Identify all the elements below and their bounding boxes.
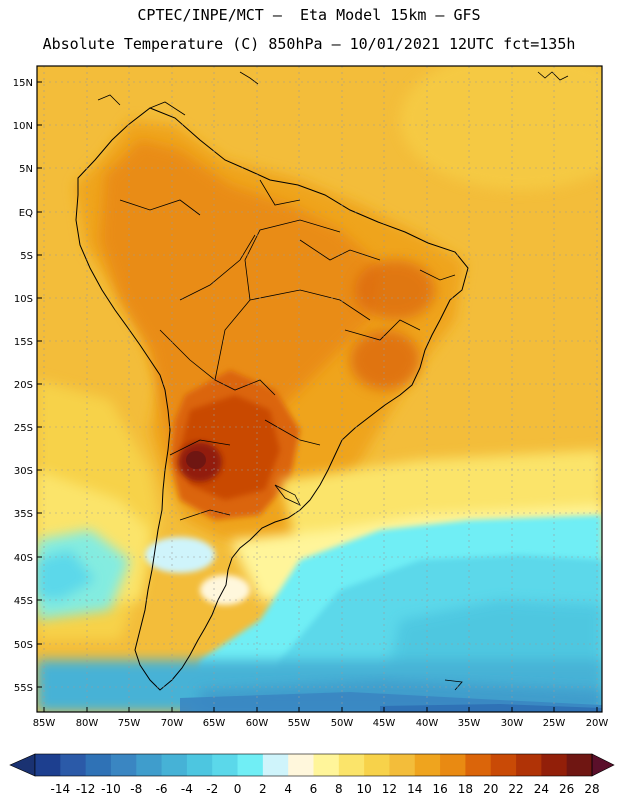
colorbar-label: 8 — [335, 782, 343, 796]
lon-label: 80W — [76, 718, 99, 729]
lon-label: 30W — [501, 718, 524, 729]
colorbar-label: -10 — [101, 782, 121, 796]
latitude-labels: 15N 10N 5N EQ 5S 10S 15S 20S 25S 30S 35S… — [13, 78, 33, 694]
colorbar-under-triangle — [9, 753, 36, 777]
lon-label: 40W — [416, 718, 439, 729]
colorbar-outline — [34, 753, 593, 777]
lon-label: 75W — [118, 718, 141, 729]
colorbar-swatch — [490, 754, 517, 776]
colorbar-swatch — [364, 754, 390, 776]
colorbar-swatch — [161, 754, 188, 776]
lat-label: EQ — [19, 208, 33, 219]
lon-label: 85W — [33, 718, 56, 729]
lon-label: 20W — [586, 718, 609, 729]
colorbar-swatch — [237, 754, 264, 776]
gridlines — [37, 66, 602, 712]
colorbar-swatch — [60, 754, 87, 776]
colorbar-label: 28 — [584, 782, 599, 796]
lat-label: 10S — [14, 294, 33, 305]
coastline — [75, 71, 569, 691]
map-frame — [36, 65, 603, 713]
lon-label: 50W — [331, 718, 354, 729]
lon-label: 55W — [288, 718, 311, 729]
colorbar-label: 12 — [382, 782, 397, 796]
colorbar-swatch — [313, 754, 340, 776]
longitude-labels: 85W 80W 75W 70W 65W 60W 55W 50W 45W 40W … — [33, 718, 609, 729]
colorbar-label: 22 — [508, 782, 523, 796]
colorbar-label: 24 — [534, 782, 549, 796]
lat-label: 10N — [13, 121, 33, 132]
colorbar-label: 18 — [458, 782, 473, 796]
colorbar-label: 14 — [407, 782, 422, 796]
colorbar-label: -6 — [156, 782, 168, 796]
colorbar-swatch — [262, 754, 289, 776]
colorbar-label: 16 — [432, 782, 447, 796]
lon-label: 35W — [458, 718, 481, 729]
temperature-field — [37, 66, 602, 712]
colorbar-label: 10 — [356, 782, 371, 796]
lon-label: 60W — [246, 718, 269, 729]
lat-label: 55S — [14, 683, 33, 694]
colorbar-label: -4 — [181, 782, 193, 796]
map-title-line2: Absolute Temperature (C) 850hPa – 10/01/… — [42, 35, 576, 53]
colorbar-label: 4 — [284, 782, 292, 796]
colorbar-swatch — [288, 754, 314, 776]
colorbar-swatch — [35, 754, 61, 776]
colorbar-label: 26 — [559, 782, 574, 796]
colorbar-swatch — [541, 754, 568, 776]
lat-label: 5S — [20, 251, 33, 262]
lon-label: 70W — [161, 718, 184, 729]
colorbar-swatch — [136, 754, 162, 776]
colorbar-label: -14 — [51, 782, 71, 796]
colorbar-swatch — [465, 754, 492, 776]
lat-label: 15S — [14, 337, 33, 348]
lon-label: 65W — [203, 718, 226, 729]
lat-label: 20S — [14, 380, 33, 391]
colorbar-swatch — [338, 754, 365, 776]
colorbar-swatch — [85, 754, 112, 776]
lon-label: 25W — [543, 718, 566, 729]
lat-label: 5N — [19, 164, 33, 175]
colorbar-label: -12 — [76, 782, 96, 796]
colorbar-label: -2 — [206, 782, 218, 796]
colorbar-swatch — [389, 754, 416, 776]
lat-label: 25S — [14, 423, 33, 434]
colorbar-over-triangle — [591, 753, 615, 777]
lat-label: 35S — [14, 509, 33, 520]
lat-label: 45S — [14, 596, 33, 607]
colorbar-label: -8 — [130, 782, 142, 796]
colorbar-label: 2 — [259, 782, 267, 796]
colorbar-swatch — [516, 754, 542, 776]
lat-label: 30S — [14, 466, 33, 477]
lat-label: 50S — [14, 640, 33, 651]
colorbar-swatch — [212, 754, 238, 776]
colorbar-swatch — [186, 754, 213, 776]
colorbar: -14 -12 -10 -8 -6 -4 -2 0 2 4 6 8 10 12 14 16 18 20 22 24 26… — [9, 753, 615, 796]
lat-label: 15N — [13, 78, 33, 89]
colorbar-label: 0 — [234, 782, 242, 796]
lon-label: 45W — [373, 718, 396, 729]
map-title-line1: CPTEC/INPE/MCT – Eta Model 15km – GFS — [137, 6, 481, 24]
colorbar-swatch — [414, 754, 441, 776]
lat-label: 40S — [14, 553, 33, 564]
colorbar-label: 6 — [310, 782, 318, 796]
tick-marks — [37, 81, 598, 712]
colorbar-swatch — [110, 754, 137, 776]
colorbar-label: 20 — [483, 782, 498, 796]
colorbar-swatch — [440, 754, 466, 776]
colorbar-swatch — [566, 754, 593, 776]
